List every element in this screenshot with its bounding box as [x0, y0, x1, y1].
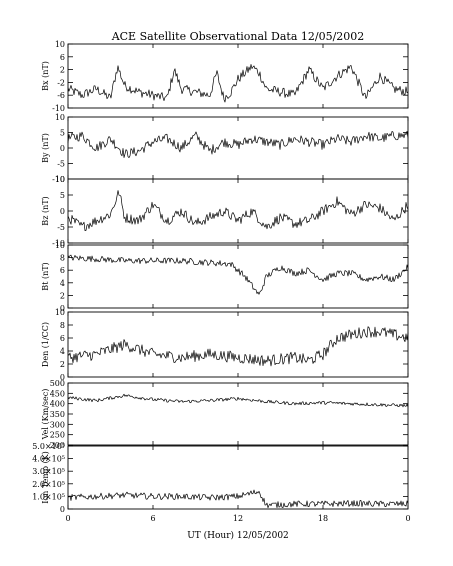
y-tick-label: 200 — [50, 441, 65, 450]
y-tick-label: -10 — [52, 239, 65, 248]
y-tick-label: 350 — [50, 410, 65, 419]
y-axis-label: Bz (nT) — [41, 196, 50, 225]
y-tick-label: 10 — [55, 175, 65, 184]
data-series-line — [67, 393, 409, 408]
y-tick-label: 2 — [60, 360, 65, 369]
data-series-line — [67, 254, 409, 295]
data-series-line — [67, 130, 409, 158]
y-tick-label: 0 — [60, 304, 65, 313]
y-tick-label: 5 — [60, 191, 65, 200]
y-tick-label: 6 — [60, 53, 65, 62]
y-tick-label: 6 — [60, 266, 65, 275]
y-tick-label: 10 — [55, 241, 65, 250]
x-axis-label: UT (Hour) 12/05/2002 — [187, 530, 289, 541]
y-tick-label: 4 — [60, 279, 65, 288]
y-tick-label: 450 — [50, 389, 65, 398]
y-tick-label: -6 — [57, 91, 65, 100]
x-tick-label: 6 — [150, 514, 155, 523]
y-tick-label: 300 — [50, 420, 65, 429]
panel-frame — [67, 116, 409, 180]
y-axis-label: Vel (Km/sec) — [41, 389, 50, 441]
y-tick-label: -10 — [52, 104, 65, 113]
y-tick-label: 4.0×10⁵ — [32, 455, 65, 464]
y-tick-label: 1.0×10⁵ — [32, 492, 65, 501]
x-tick-label: 18 — [318, 514, 328, 523]
y-tick-label: 0 — [60, 144, 65, 153]
y-tick-label: 5 — [60, 129, 65, 138]
y-tick-label: 8 — [60, 254, 65, 263]
y-tick-label: -10 — [52, 175, 65, 184]
y-tick-label: 2 — [60, 291, 65, 300]
chart-title: ACE Satellite Observational Data 12/05/2… — [111, 30, 365, 43]
y-tick-label: -2 — [57, 78, 65, 87]
y-tick-label: 2 — [60, 66, 65, 75]
panel-frame — [67, 382, 409, 446]
y-tick-label: 10 — [55, 113, 65, 122]
data-series-line — [67, 326, 409, 367]
y-axis-label: Ion Temp (K) — [41, 451, 50, 504]
y-tick-label: 10 — [55, 308, 65, 317]
y-tick-label: 0 — [60, 373, 65, 382]
y-tick-label: 400 — [50, 400, 65, 409]
y-axis-label: By (nT) — [41, 133, 50, 163]
x-tick-label: 0 — [405, 514, 410, 523]
x-tick-label: 12 — [233, 514, 243, 523]
y-axis-label: Bt (nT) — [41, 262, 50, 290]
panel-frame — [67, 445, 409, 510]
panel-frame — [67, 311, 409, 378]
y-tick-label: 10 — [55, 40, 65, 49]
data-series-line — [67, 190, 409, 232]
y-axis-label: Bx (nT) — [41, 61, 50, 91]
y-tick-label: -5 — [57, 160, 65, 169]
y-tick-label: 2.0×10⁵ — [32, 480, 65, 489]
y-tick-label: 0 — [60, 505, 65, 514]
panels-group: 10 6 2 -2 -6 -10 Bx (nT) 10 5 0 -5 -10 By (nT) 10 5 0 -5… — [32, 40, 410, 523]
y-tick-label: 8 — [60, 321, 65, 330]
data-series-line — [67, 489, 409, 509]
y-tick-label: 500 — [50, 379, 65, 388]
y-tick-label: 250 — [50, 431, 65, 440]
y-tick-label: 4 — [60, 347, 65, 356]
panel-frame — [67, 244, 409, 309]
data-series-line — [67, 64, 409, 103]
x-tick-label: 0 — [65, 514, 70, 523]
y-tick-label: 5.0×10⁵ — [32, 442, 65, 451]
y-tick-label: 6 — [60, 334, 65, 343]
y-tick-label: 0 — [60, 207, 65, 216]
y-tick-label: 3.0×10⁵ — [32, 467, 65, 476]
y-axis-label: Den (1/CC) — [41, 322, 50, 367]
y-tick-label: -5 — [57, 223, 65, 232]
